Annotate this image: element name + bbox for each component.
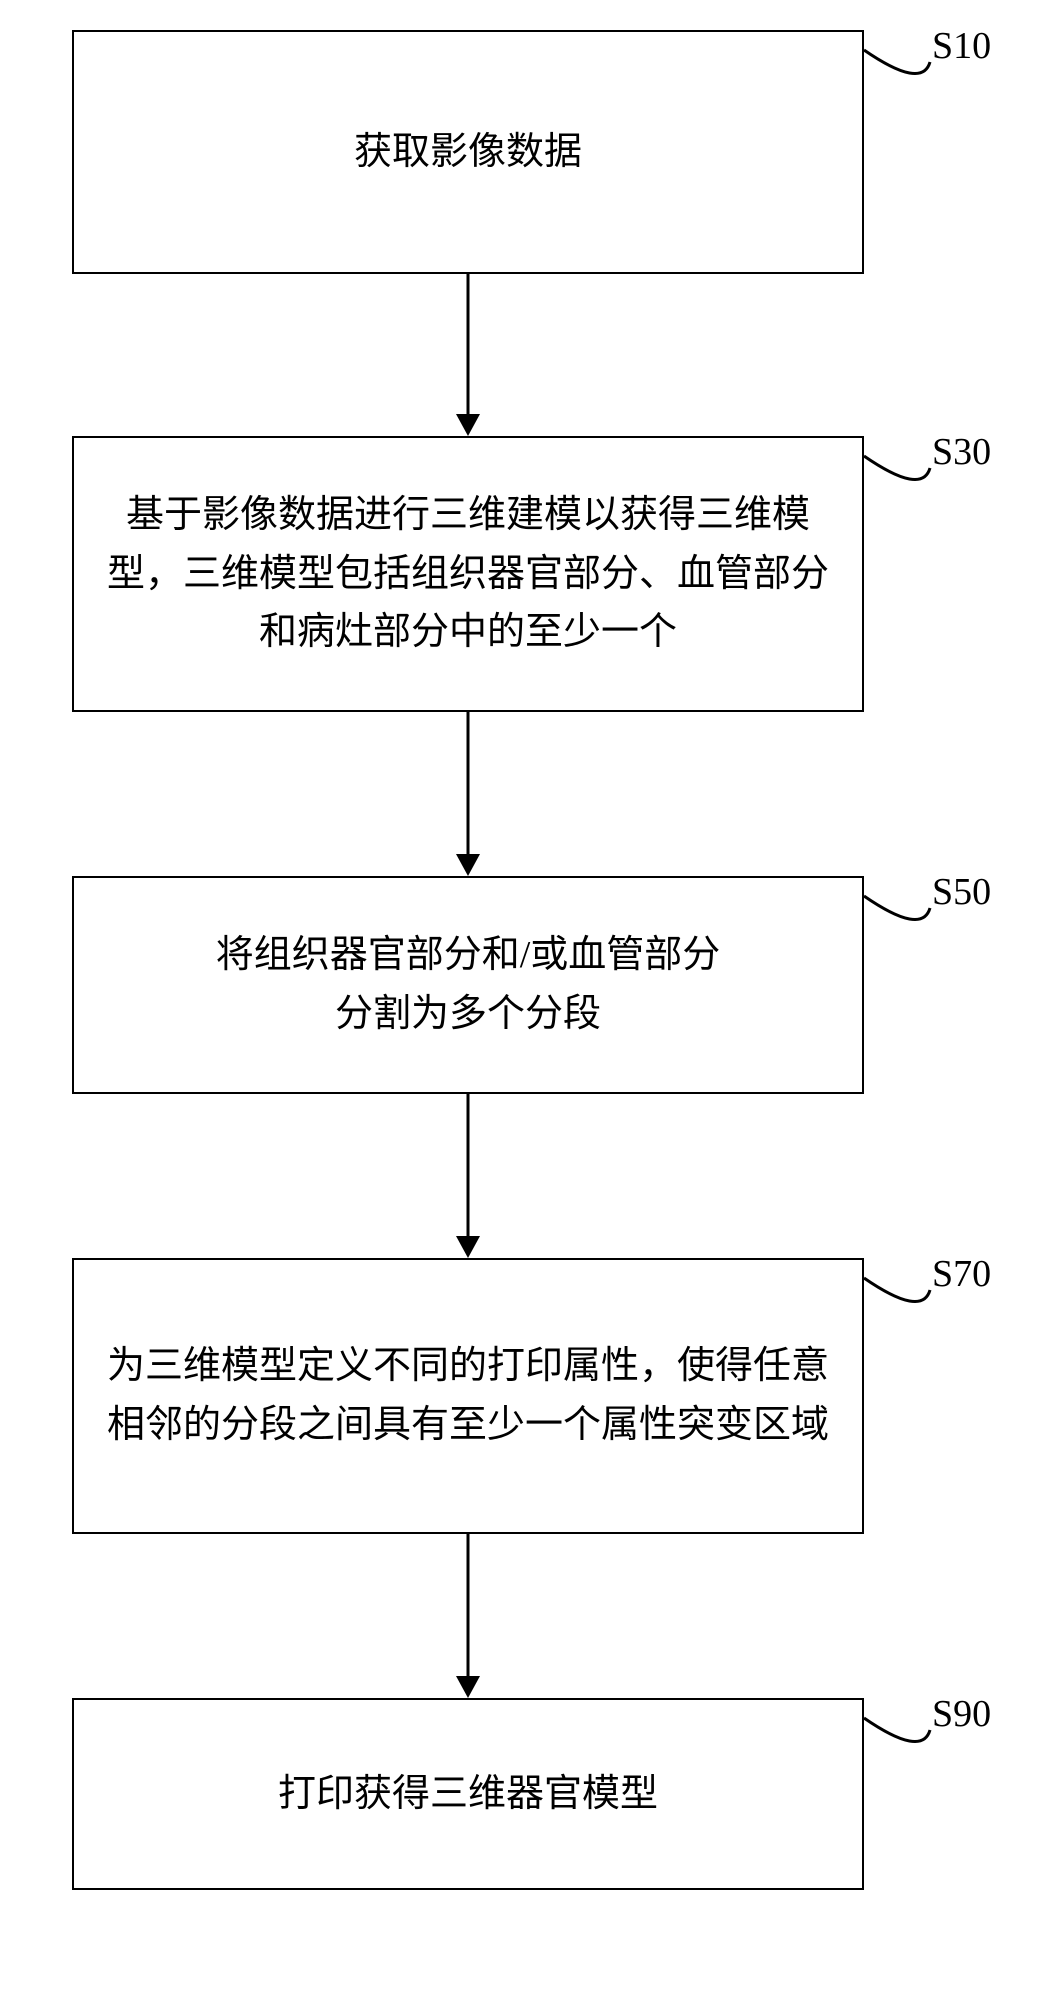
callout-curve bbox=[0, 0, 1048, 1790]
step-label-s90: S90 bbox=[932, 1692, 991, 1736]
